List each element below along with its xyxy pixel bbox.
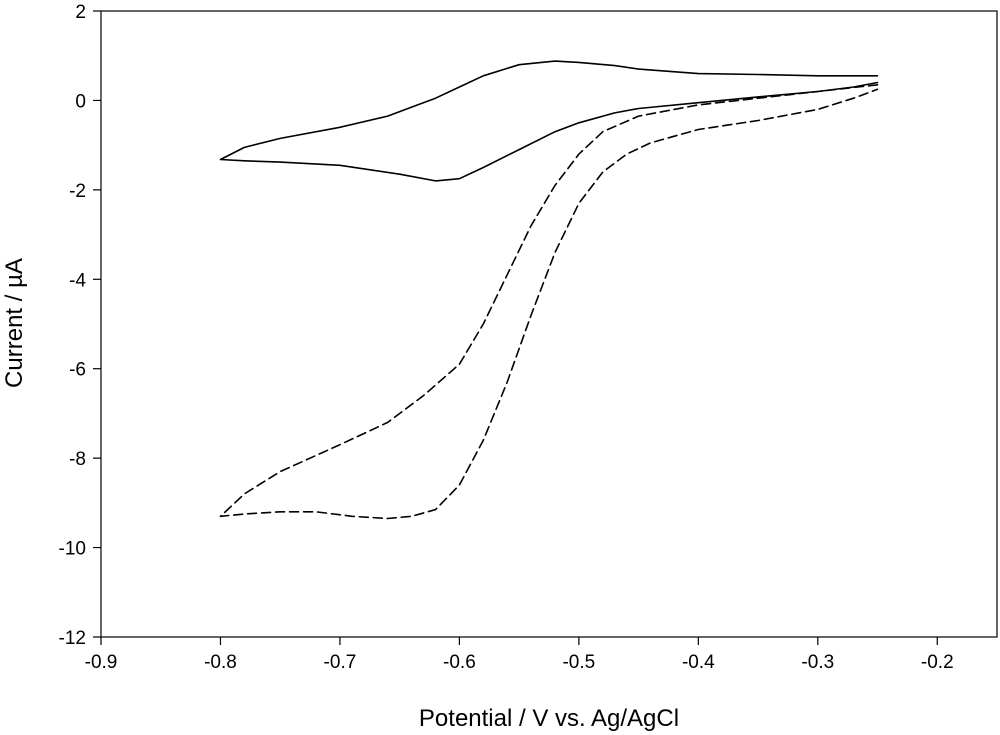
y-tick-label: -10	[59, 539, 86, 560]
series-layer	[219, 60, 879, 520]
x-tick-label: -0.8	[204, 652, 237, 673]
x-tick-label: -0.3	[801, 652, 834, 673]
y-tick-label: -12	[59, 628, 86, 649]
y-tick-label: -2	[69, 181, 86, 202]
x-tick-label: -0.4	[682, 652, 715, 673]
y-axis-ticks: -12 -10 -8 -6 -4 -2 0 2	[59, 2, 101, 649]
x-tick-label: -0.6	[443, 652, 476, 673]
y-tick-label: -6	[69, 360, 86, 381]
y-tick-label: 2	[75, 2, 86, 23]
x-tick-label: -0.2	[921, 652, 954, 673]
x-axis-title: Potential / V vs. Ag/AgCl	[419, 705, 679, 732]
y-axis-title: Current / µA	[1, 258, 28, 388]
x-axis-ticks: -0.9 -0.8 -0.7 -0.6 -0.5 -0.4 -0.3 -0.2	[85, 637, 954, 673]
solid-voltammogram-line	[219, 60, 879, 182]
plot-frame	[100, 10, 998, 638]
y-tick-label: -4	[69, 270, 86, 291]
x-tick-label: -0.7	[324, 652, 357, 673]
y-tick-label: 0	[75, 91, 86, 112]
x-tick-label: -0.5	[562, 652, 595, 673]
dashed-voltammogram-line	[219, 84, 879, 520]
y-tick-label: -8	[69, 449, 86, 470]
x-tick-label: -0.9	[85, 652, 118, 673]
